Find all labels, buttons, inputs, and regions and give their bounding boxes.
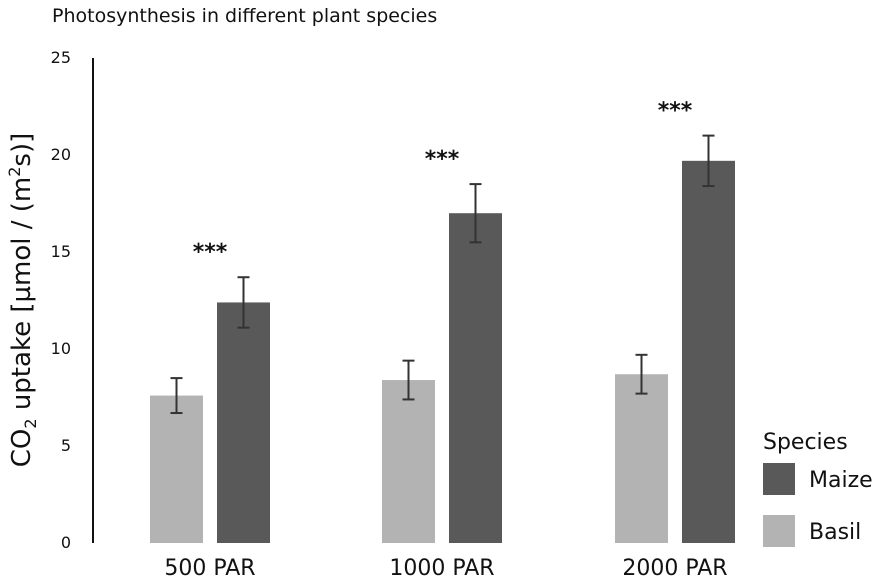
legend-label-maize: Maize: [809, 468, 873, 493]
significance-markers: *** *** ***: [193, 99, 693, 266]
error-bars: [170, 134, 715, 415]
bar-maize-2: [682, 160, 735, 543]
legend: Species Maize Basil: [763, 430, 873, 547]
y-axis-label: CO2 uptake [µmol / (m2s)]: [5, 133, 40, 468]
bar-basil-2: [615, 374, 668, 543]
y-tick-label: 10: [51, 339, 71, 358]
bar-basil-1: [382, 380, 435, 543]
bar-maize-0: [217, 302, 270, 543]
legend-swatch-maize: [763, 463, 795, 495]
y-ticks: 0 5 10 15 20 25: [51, 48, 71, 552]
y-tick-label: 20: [51, 145, 71, 164]
significance-marker: ***: [193, 240, 228, 265]
bar-maize-1: [449, 213, 502, 543]
y-tick-label: 15: [51, 242, 71, 261]
y-tick-label: 5: [61, 436, 71, 455]
legend-swatch-basil: [763, 515, 795, 547]
significance-marker: ***: [425, 147, 460, 172]
chart-title: Photosynthesis in different plant specie…: [52, 5, 437, 27]
bar-basil-0: [150, 395, 203, 543]
bars: [150, 160, 735, 543]
y-tick-label: 25: [51, 48, 71, 67]
y-tick-label: 0: [61, 533, 71, 552]
x-tick-label: 1000 PAR: [389, 556, 494, 581]
x-tick-label: 500 PAR: [164, 556, 255, 581]
x-tick-label: 2000 PAR: [622, 556, 727, 581]
x-ticks: 500 PAR 1000 PAR 2000 PAR: [164, 556, 727, 581]
legend-label-basil: Basil: [809, 520, 861, 545]
legend-title: Species: [763, 430, 848, 455]
significance-marker: ***: [658, 99, 693, 124]
